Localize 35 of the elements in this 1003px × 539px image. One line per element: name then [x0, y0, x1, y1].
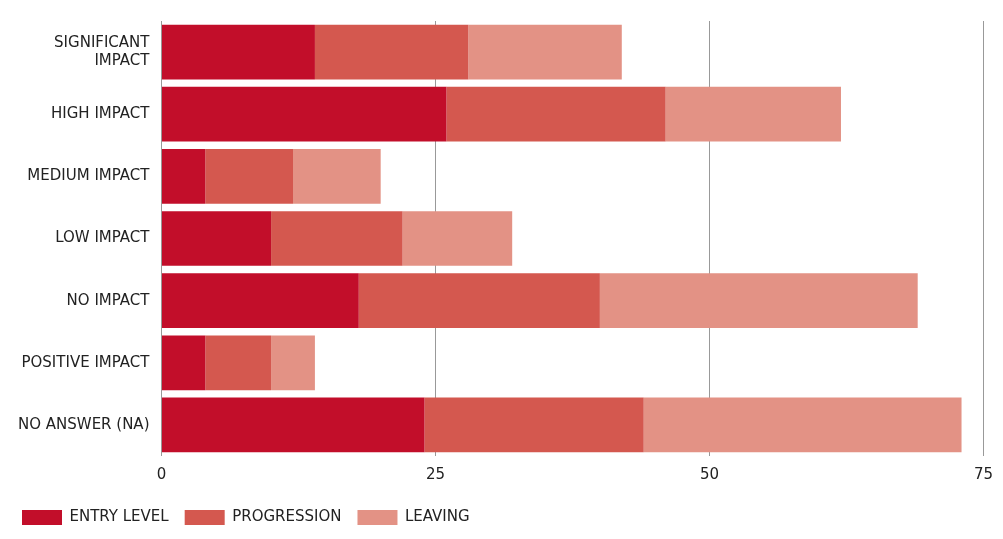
x-tick-label: 25 [425, 464, 446, 483]
bar [161, 24, 315, 80]
legend-label: LEAVING [404, 507, 470, 526]
y-tick-label: SIGNIFICANT IMPACT [54, 32, 151, 69]
bar [643, 397, 962, 453]
bar [468, 24, 622, 80]
y-tick-label: NO ANSWER (NA) [18, 414, 150, 433]
x-tick-label: 75 [973, 464, 993, 483]
x-tick-label: 50 [699, 464, 720, 483]
bar [161, 397, 425, 453]
x-tick-label: 0 [156, 464, 167, 483]
bar [402, 211, 513, 266]
bar [205, 335, 272, 391]
bar [205, 149, 293, 204]
bar [599, 273, 918, 328]
legend-label: ENTRY LEVEL [69, 507, 170, 526]
bar [271, 211, 403, 266]
bar [271, 335, 315, 391]
bar [161, 86, 447, 142]
bar [161, 149, 206, 204]
bar [358, 273, 600, 328]
bar [293, 149, 381, 204]
legend-label: PROGRESSION [232, 507, 342, 526]
y-tick-label: HIGH IMPACT [51, 104, 151, 123]
bar [161, 335, 206, 391]
bar [665, 86, 841, 142]
bar [161, 211, 272, 266]
bar [161, 273, 359, 328]
bar [446, 86, 666, 142]
y-tick-label: MEDIUM IMPACT [27, 166, 151, 185]
y-tick-label: NO IMPACT [66, 290, 151, 309]
bar [424, 397, 644, 453]
bar [314, 24, 469, 80]
y-tick-label: POSITIVE IMPACT [21, 352, 151, 371]
y-tick-label: LOW IMPACT [55, 228, 151, 247]
